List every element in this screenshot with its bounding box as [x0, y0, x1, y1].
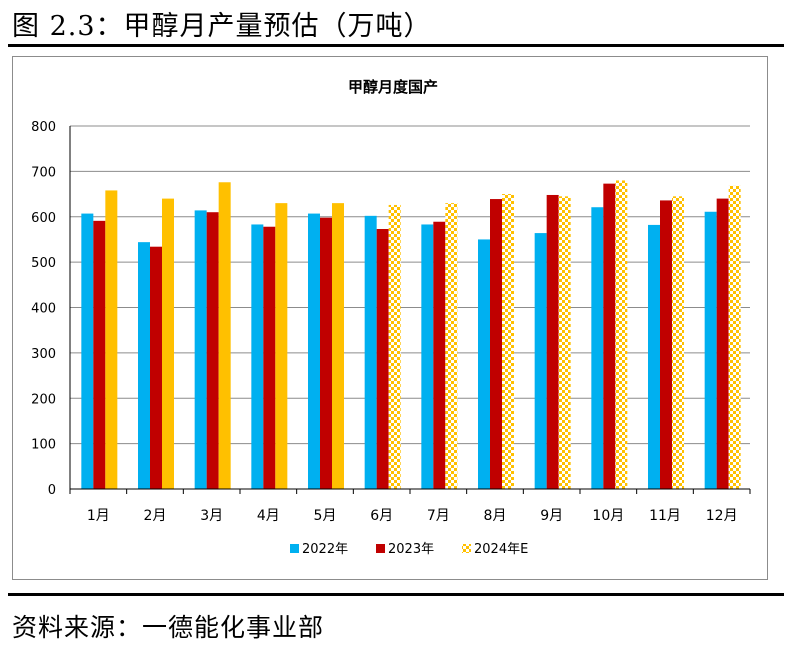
- bar-2024年E: [332, 203, 344, 489]
- legend-swatch-2022年: [290, 544, 299, 553]
- bar-2022年: [704, 211, 717, 490]
- bar-2022年: [421, 224, 434, 489]
- y-tick-label: 400: [31, 302, 56, 317]
- bar-2024年E: [728, 185, 741, 489]
- bar-2023年: [206, 212, 219, 489]
- x-tick-label: 2月: [144, 508, 167, 524]
- source-note: 资料来源：一德能化事业部: [12, 613, 325, 642]
- bar-2022年: [138, 242, 150, 489]
- bar-2022年: [308, 213, 320, 490]
- bar-2023年: [150, 246, 162, 489]
- bar-2024年E: [162, 198, 174, 489]
- bar-2022年: [251, 224, 264, 489]
- bar-2022年: [534, 233, 547, 489]
- bar-2024年E: [105, 190, 118, 489]
- bar-2024年E: [388, 204, 401, 489]
- legend-label: 2022年: [302, 542, 348, 557]
- x-tick-label: 3月: [200, 508, 223, 524]
- x-tick-label: 5月: [314, 508, 337, 524]
- bar-2022年: [478, 239, 490, 489]
- bar-2023年: [433, 221, 446, 489]
- methanol-monthly-output-chart: 甲醇月度国产 0 100 200 300 400 500 600 700 800 1月 2月 3月 4月…: [31, 78, 751, 557]
- bar-2024年E: [218, 182, 231, 489]
- y-tick-label: 700: [31, 165, 56, 180]
- axes: 0 100 200 300 400 500 600 700 800 1月 2月 3月 4月 5月 6月 7月 8…: [31, 120, 751, 524]
- x-tick-label: 8月: [484, 508, 507, 524]
- x-tick-label: 7月: [427, 508, 450, 524]
- bar-2024年E: [445, 203, 458, 489]
- y-tick-label: 100: [31, 438, 56, 453]
- bar-2024年E: [558, 196, 571, 490]
- bar-2023年: [263, 226, 276, 490]
- x-tick-label: 10月: [592, 508, 624, 524]
- legend-swatch-2024年E: [462, 544, 471, 553]
- x-tick-label: 1月: [87, 508, 110, 524]
- bar-2024年E: [275, 203, 288, 489]
- y-tick-label: 500: [31, 256, 56, 271]
- bar-2022年: [194, 210, 207, 489]
- x-tick-label: 9月: [540, 508, 563, 524]
- y-tick-label: 200: [31, 392, 56, 407]
- chart-frame: 甲醇月度国产 0 100 200 300 400 500 600 700 800 1月 2月 3月 4月…: [12, 56, 768, 580]
- top-rule: [8, 44, 784, 47]
- y-tick-label: 0: [48, 483, 56, 498]
- bar-2022年: [591, 207, 604, 489]
- x-tick-label: 4月: [257, 508, 280, 524]
- bar-2023年: [660, 200, 672, 490]
- bar-2022年: [81, 213, 94, 490]
- bar-2023年: [716, 198, 729, 489]
- gridlines: [70, 125, 750, 445]
- y-tick-label: 800: [31, 120, 56, 135]
- x-tick-label: 12月: [706, 508, 738, 524]
- bars: [81, 180, 741, 490]
- y-tick-label: 600: [31, 211, 56, 226]
- bar-2023年: [603, 183, 616, 489]
- bar-2023年: [320, 217, 332, 489]
- y-tick-label: 300: [31, 347, 56, 362]
- bar-2024年E: [502, 194, 514, 489]
- bar-2023年: [490, 199, 502, 489]
- legend-label: 2024年E: [474, 542, 528, 557]
- bar-2022年: [648, 224, 660, 490]
- legend-swatch-2023年: [376, 544, 385, 553]
- bar-2023年: [376, 229, 389, 489]
- bar-2023年: [546, 194, 559, 489]
- bar-2024年E: [672, 196, 684, 490]
- x-tick-label: 6月: [370, 508, 393, 524]
- x-tick-label: 11月: [649, 508, 681, 524]
- bar-2024年E: [615, 180, 628, 489]
- legend: 2022年 2023年 2024年E: [290, 542, 528, 557]
- bottom-rule: [8, 593, 784, 596]
- bar-2022年: [364, 215, 377, 489]
- bar-2023年: [93, 220, 106, 490]
- legend-label: 2023年: [388, 542, 434, 557]
- figure-title: 图 2.3：甲醇月产量预估（万吨）: [12, 11, 432, 42]
- chart-title: 甲醇月度国产: [348, 78, 438, 96]
